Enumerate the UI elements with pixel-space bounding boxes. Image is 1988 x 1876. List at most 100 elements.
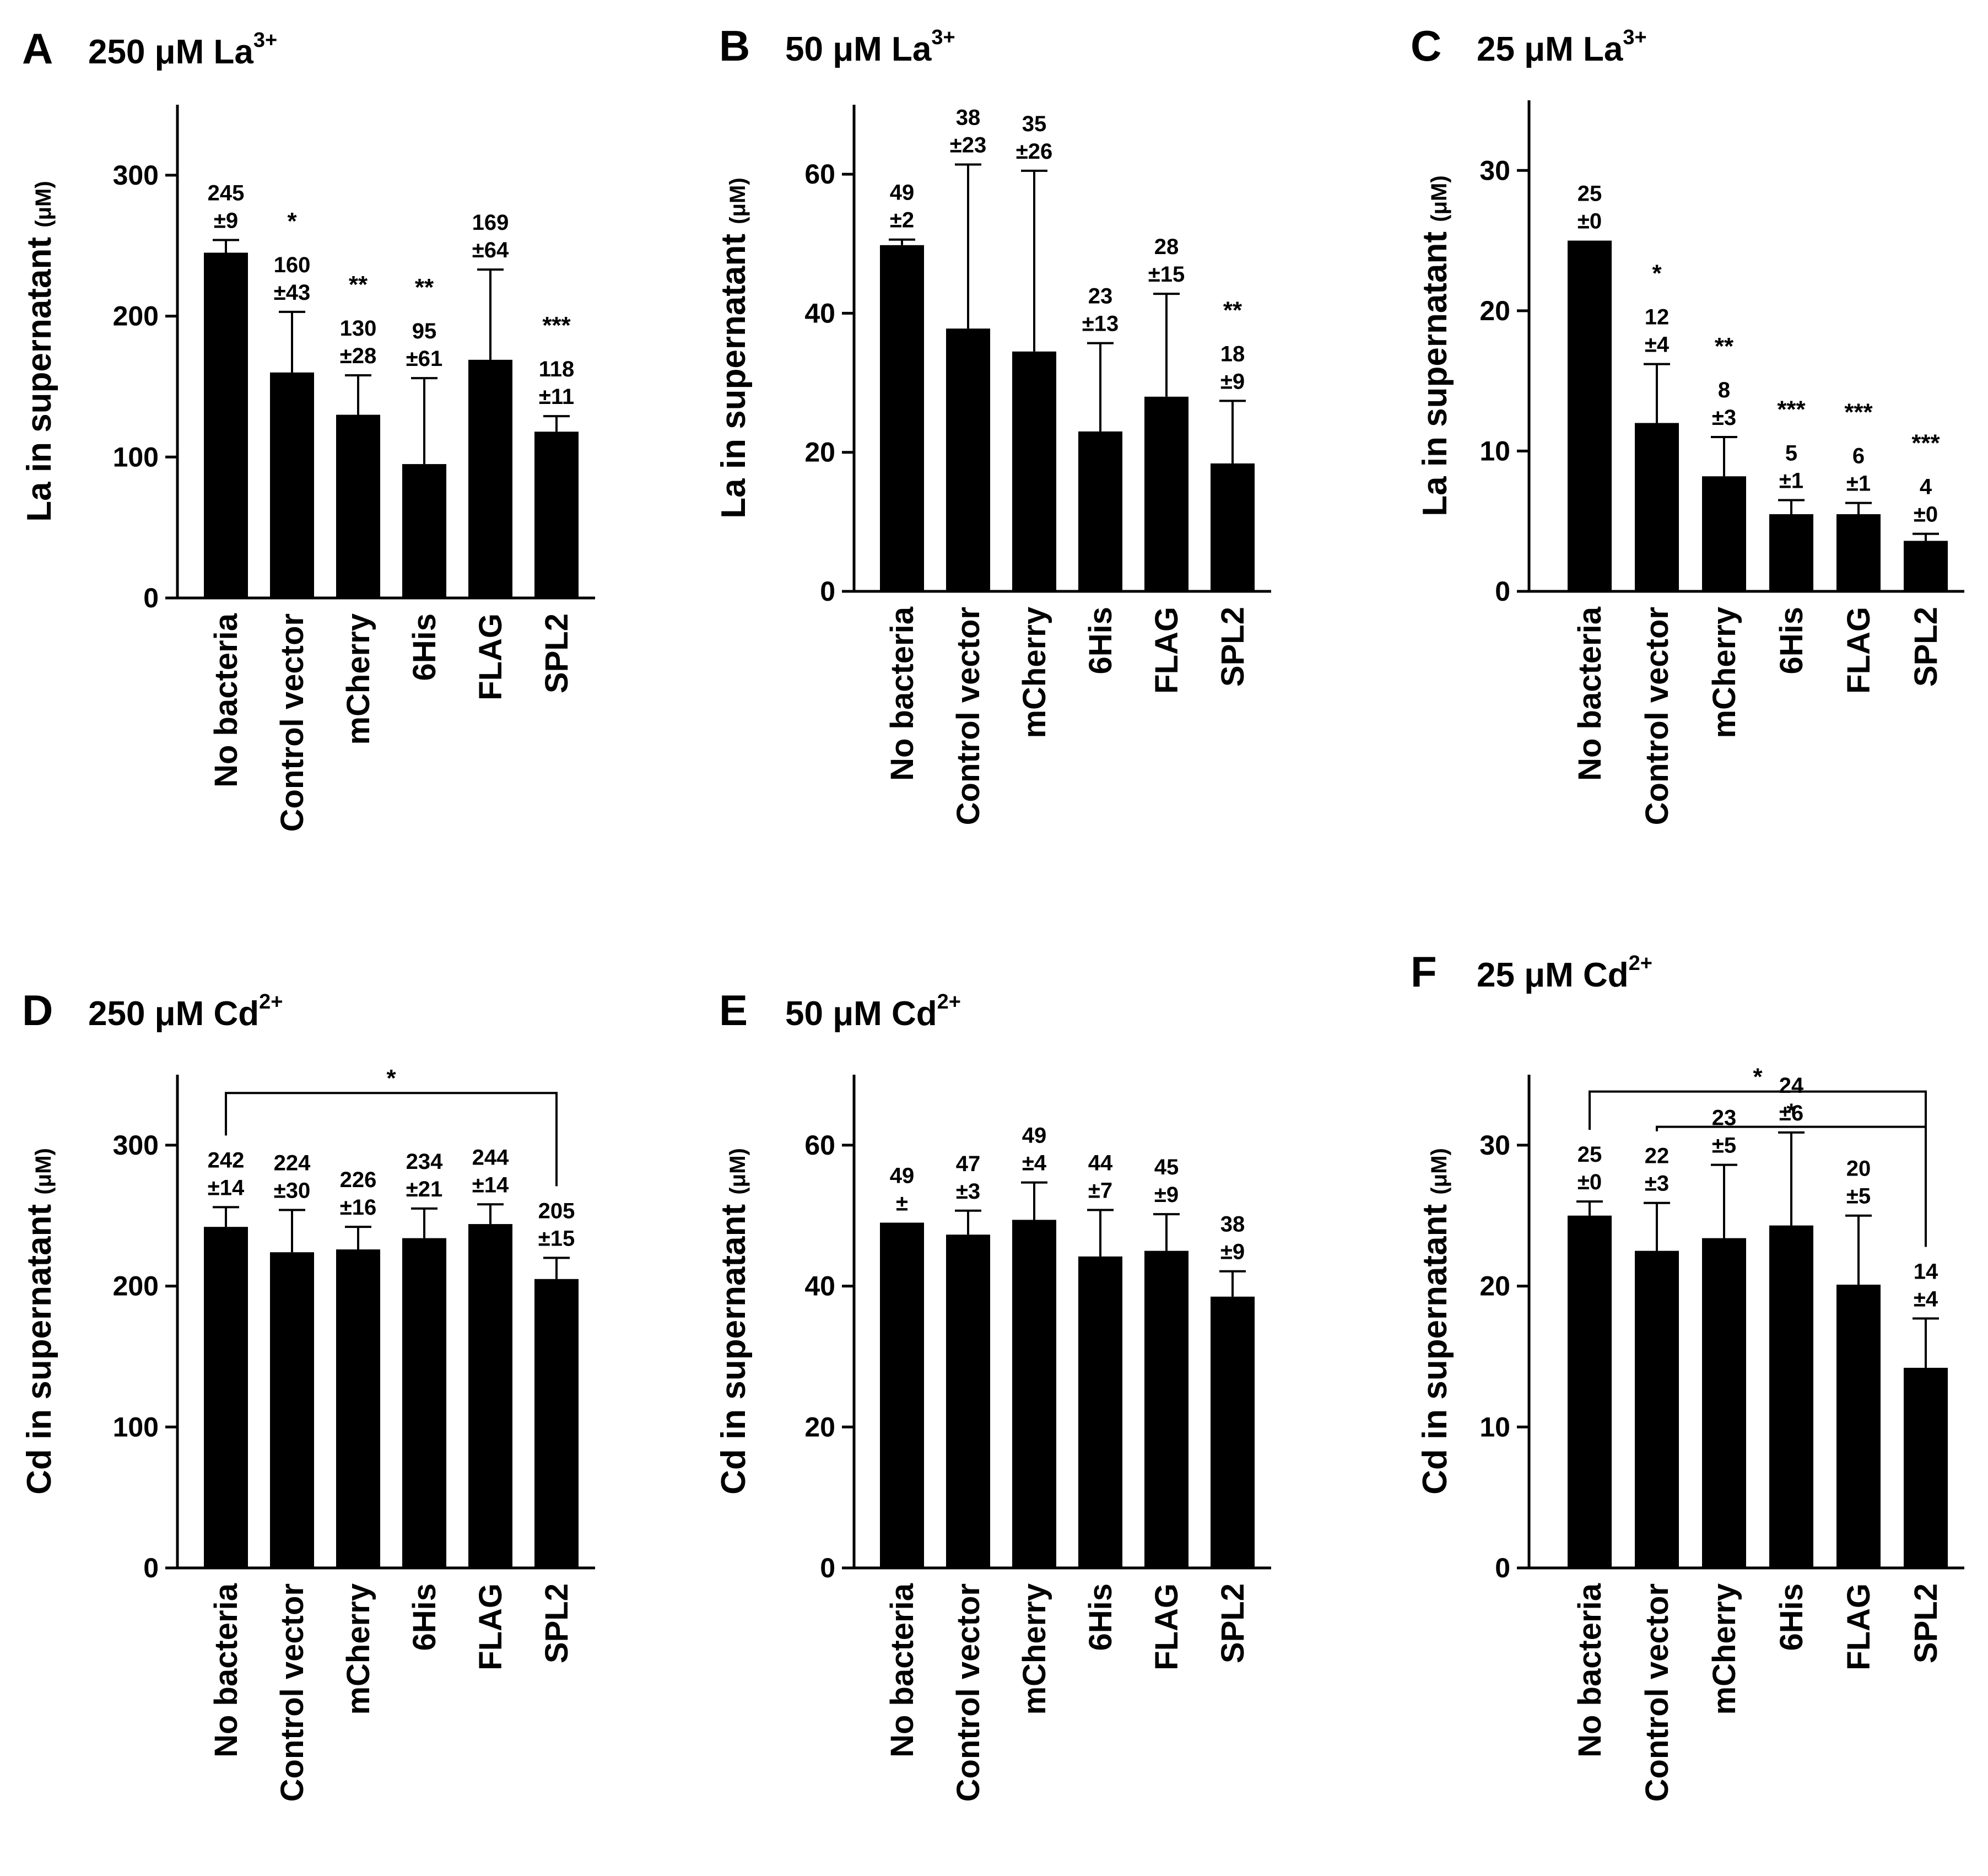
data-label-mean: 8 [1718,378,1730,402]
y-axis-unit: (μM) [1427,175,1451,222]
bar [1836,514,1881,591]
bar [336,1249,380,1568]
panel-letter: D [22,986,53,1034]
data-label-sd: ±28 [340,344,376,368]
y-tick-label: 100 [113,1411,159,1442]
data-label-sd: ±9 [1154,1183,1179,1207]
y-tick-label: 40 [804,298,835,328]
y-tick-label: 100 [113,441,159,472]
bar [1568,240,1612,592]
bar [468,359,512,598]
y-tick-label: 0 [143,1552,159,1583]
data-label-mean: 205 [538,1199,575,1223]
category-label: SPL2 [1215,1583,1251,1663]
data-label-sd: ±4 [1022,1151,1047,1176]
bar [1769,514,1813,591]
category-label: Control vector [950,1583,986,1802]
bar [402,464,446,598]
chart-panel-b: B 50 μM La3+ La in supernatant (μM) 0 20 40 60… [715,21,1271,825]
data-label-mean: 23 [1088,284,1113,309]
bar [1568,1215,1612,1568]
data-label-sd: ±9 [214,208,238,233]
bar [270,1252,314,1568]
data-label-sd: ±14 [208,1176,245,1200]
bar [1078,1256,1122,1568]
panel-letter: F [1411,947,1437,996]
y-axis-label: La in supernatant (μM) [1416,175,1454,516]
significance-marker: *** [542,312,571,339]
data-label-sd: ±4 [1645,333,1670,357]
chart-panel-a: A 250 μM La3+ La in supernatant (μM) 0 100 20… [20,24,595,832]
category-label: Control vector [274,1583,310,1802]
category-label: 6His [407,613,442,681]
bar [1635,423,1679,591]
data-label-sd: ±11 [539,385,574,409]
category-label: mCherry [1706,1583,1742,1715]
significance-marker: * [1652,260,1662,287]
panel-letter: A [22,24,53,73]
data-label-sd: ±5 [1712,1134,1736,1158]
category-label: mCherry [341,1583,376,1715]
y-axis-unit: (μM) [1427,1148,1451,1194]
y-tick-label: 30 [1479,155,1510,186]
significance-marker: * [287,208,297,235]
y-tick-label: 40 [804,1271,835,1302]
panel-title-superscript: 3+ [931,26,955,49]
chart-panel-d: D 250 μM Cd2+ Cd in supernatant (μM) 0 100 20… [20,986,595,1802]
significance-bracket-label: * [1753,1064,1763,1091]
data-label-mean: 160 [274,253,311,277]
panel-title: 250 μM La3+ [88,29,277,71]
category-label: 6His [1083,607,1119,675]
bar [1211,1296,1255,1568]
data-label-mean: 38 [956,105,981,130]
y-axis-label: Cd in supernatant (μM) [1416,1148,1454,1495]
data-label-sd: ±64 [472,238,509,262]
category-label: 6His [1083,1583,1119,1651]
chart-panel-f: F 25 μM Cd2+ Cd in supernatant (μM) 0 10 20 30… [1411,947,1964,1802]
panel-letter: C [1411,21,1441,70]
category-label: mCherry [1017,607,1052,738]
data-label-sd: ±3 [956,1179,980,1204]
chart-panel-c: C 25 μM La3+ La in supernatant (μM) 0 10 20 30… [1411,21,1964,825]
category-label: FLAG [1149,1583,1185,1670]
bar [534,1279,579,1568]
data-label-sd: ±15 [1148,262,1185,287]
y-tick-label: 30 [1479,1130,1510,1161]
significance-marker: *** [1777,396,1806,423]
data-label-sd: ±0 [1914,503,1938,527]
bar [1012,351,1056,591]
category-label: No bacteria [208,1583,244,1758]
y-tick-label: 20 [804,1411,835,1442]
y-tick-label: 0 [820,576,835,607]
y-tick-label: 10 [1479,1411,1510,1442]
y-axis-label: La in supernatant (μM) [715,177,753,518]
category-label: No bacteria [884,606,920,781]
panel-title-superscript: 3+ [1623,26,1646,49]
bar [402,1238,446,1568]
category-label: No bacteria [208,613,244,788]
data-label-sd: ±2 [890,208,914,233]
significance-bracket [1656,1125,1927,1247]
y-tick-label: 60 [804,159,835,190]
category-label: FLAG [473,613,509,700]
data-label-sd: ±4 [1914,1287,1938,1311]
category-label: Control vector [274,613,310,832]
data-label-mean: 24 [1779,1074,1804,1098]
data-label-mean: 49 [890,1164,915,1188]
data-label-mean: 6 [1852,444,1865,468]
bar [1078,431,1122,591]
data-label-sd: ±14 [472,1173,509,1197]
category-label: FLAG [1841,607,1877,694]
panel-title-superscript: 2+ [259,990,283,1014]
category-label: No bacteria [1572,606,1608,781]
bar [1904,541,1948,591]
bar [1144,396,1189,591]
significance-marker: *** [1911,430,1940,457]
bar [1769,1225,1813,1568]
data-label-sd: ±9 [1220,1240,1245,1264]
data-label-sd: ±30 [274,1178,310,1203]
category-label: SPL2 [539,1583,575,1663]
data-label-mean: 244 [472,1145,509,1169]
bar [270,372,314,598]
data-label-sd: ±6 [1779,1101,1803,1125]
